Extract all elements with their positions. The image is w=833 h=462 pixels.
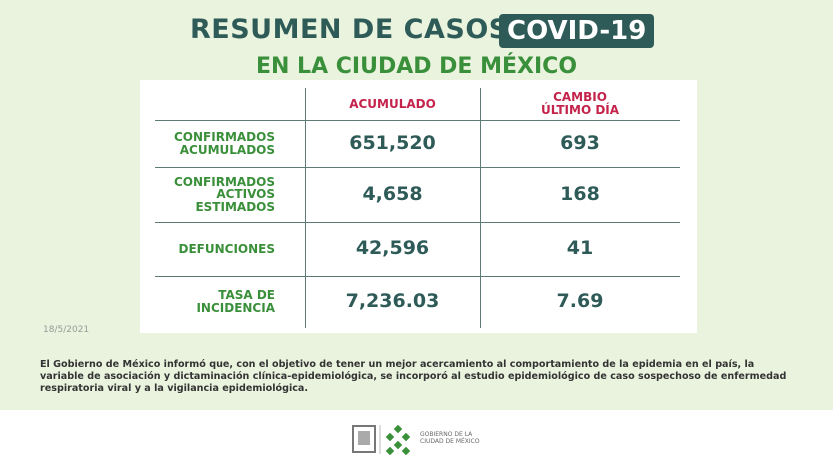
v-line (305, 88, 306, 328)
cell-value: 7.69 (556, 290, 604, 313)
cell-value: 693 (560, 131, 600, 154)
cell-value: 41 (566, 237, 594, 260)
title: RESUMEN DE CASOS (190, 14, 509, 45)
row-label: CONFIRMADOS ACTIVOS ESTIMADOS (174, 174, 275, 214)
emblem-inner (358, 431, 370, 445)
cell-value: 168 (560, 182, 600, 205)
h-line (155, 222, 680, 223)
cell-value: 651,520 (349, 131, 436, 154)
logo-text: GOBIERNO DE LA CIUDAD DE MÉXICO (420, 431, 480, 446)
cell-value: 4,658 (362, 182, 423, 205)
row-label: TASA DE INCIDENCIA (196, 288, 275, 315)
v-line (480, 88, 481, 328)
note: El Gobierno de México informó que, con e… (40, 359, 787, 394)
date: 18/5/2021 (43, 325, 90, 335)
cell-value: 7,236.03 (345, 290, 440, 313)
row-label: DEFUNCIONES (178, 241, 276, 256)
logos (352, 424, 411, 456)
column-header: CAMBIO ÚLTIMO DÍA (540, 90, 620, 117)
subtitle: EN LA CIUDAD DE MÉXICO (255, 54, 578, 79)
row-label: CONFIRMADOS ACUMULADOS (174, 129, 275, 157)
h-line (155, 120, 680, 121)
column-header: ACUMULADO (349, 96, 436, 111)
h-line (155, 276, 680, 277)
h-line (155, 167, 680, 168)
table (140, 80, 697, 333)
cell-value: 42,596 (355, 237, 430, 260)
cdmx-logo (385, 424, 411, 456)
badge: COVID-19 (499, 14, 655, 48)
